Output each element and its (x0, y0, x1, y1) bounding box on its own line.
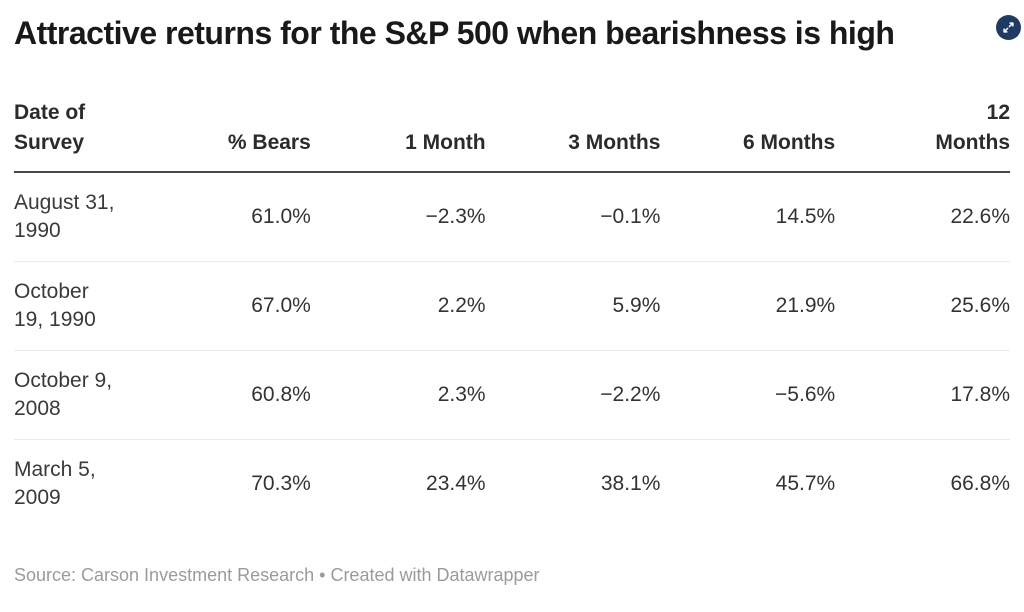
table-row: October 9, 2008 60.8% 2.3% −2.2% −5.6% 1… (14, 350, 1010, 440)
column-header-6-months: 6 Months (660, 98, 836, 173)
column-header-date-of-survey: Date of Survey (14, 98, 136, 173)
cell-date: August 31, 1990 (14, 172, 136, 262)
column-header-3-months: 3 Months (485, 98, 661, 173)
table-row: October 19, 1990 67.0% 2.2% 5.9% 21.9% 2… (14, 261, 1010, 351)
cell-6-months: −5.6% (660, 350, 836, 440)
cell-12-months: 25.6% (835, 261, 1010, 351)
cell-1-month: 23.4% (426, 472, 486, 495)
cell-12-months: 66.8% (950, 472, 1010, 495)
cell-3-months: 38.1% (600, 472, 661, 495)
cell-date: October 9, 2008 (14, 350, 136, 440)
cell-6-months: 45.7% (775, 472, 836, 495)
cell-1-month: 2.2% (310, 261, 486, 351)
column-header-12-months: 12 Months (835, 98, 1010, 173)
source-credit: Source: Carson Investment Research • Cre… (14, 565, 540, 585)
expand-button[interactable] (996, 15, 1021, 40)
table-row: March 5, 2009 70.3% 23.4% 38.1% 45.7% 66… (14, 440, 1010, 529)
cell-3-months: −0.1% (485, 172, 661, 262)
chart-container: Attractive returns for the S&P 500 when … (0, 14, 1024, 612)
cell-3-months: 5.9% (485, 261, 661, 351)
cell-6-months: 21.9% (660, 261, 836, 351)
cell-1-month: 2.3% (310, 350, 486, 440)
cell-pct-bears: 61.0% (136, 172, 311, 262)
header-row: Date of Survey % Bears 1 Month 3 Months … (14, 98, 1010, 173)
cell-6-months: 14.5% (660, 172, 836, 262)
cell-pct-bears: 67.0% (136, 261, 311, 351)
cell-pct-bears: 70.3% (251, 472, 311, 495)
cell-pct-bears: 60.8% (136, 350, 311, 440)
expand-arrows-icon (1001, 20, 1016, 35)
cell-date: March 5, 2009 (14, 458, 96, 509)
column-header-pct-bears: % Bears (136, 98, 311, 173)
cell-1-month: −2.3% (310, 172, 486, 262)
column-header-1-month: 1 Month (310, 98, 486, 173)
table-row: August 31, 1990 61.0% −2.3% −0.1% 14.5% … (14, 172, 1010, 262)
cell-12-months: 22.6% (835, 172, 1010, 262)
cell-date: October 19, 1990 (14, 261, 136, 351)
chart-title: Attractive returns for the S&P 500 when … (14, 15, 895, 51)
returns-table: Date of Survey % Bears 1 Month 3 Months … (14, 98, 1010, 528)
cell-3-months: −2.2% (485, 350, 661, 440)
cell-12-months: 17.8% (835, 350, 1010, 440)
